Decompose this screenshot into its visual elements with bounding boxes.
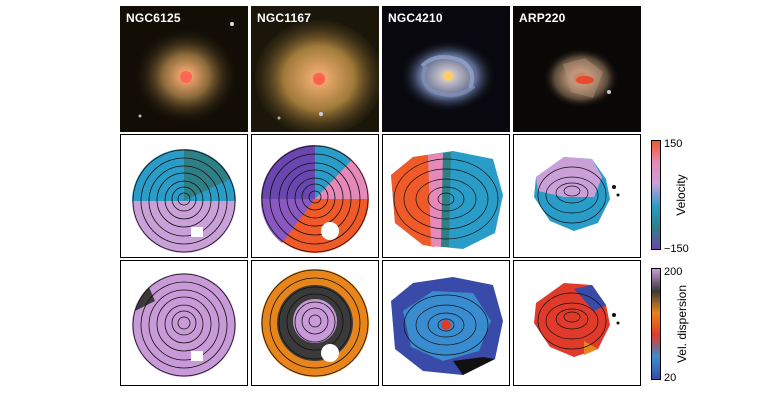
dispersion-map-arp220 <box>513 260 641 386</box>
velocity-map-ngc6125 <box>120 134 248 258</box>
photo-ngc1167: NGC1167 <box>251 6 379 132</box>
dispersion-colorbar <box>651 268 661 380</box>
galaxy-name: NGC6125 <box>126 11 181 25</box>
dispersion-map-ngc4210 <box>382 260 510 386</box>
velocity-max-label: 150 <box>664 138 683 150</box>
galaxy-image-arp220 <box>513 6 641 132</box>
dispersion-max-label: 200 <box>664 266 683 278</box>
galaxy-image-ngc4210 <box>382 6 510 132</box>
velocity-map-ngc4210 <box>382 134 510 258</box>
galaxy-name: NGC4210 <box>388 11 443 25</box>
dispersion-colorbar-title: Vel. dispersion <box>675 284 689 364</box>
photo-ngc6125: NGC6125 <box>120 6 248 132</box>
photo-ngc4210: NGC4210 <box>382 6 510 132</box>
dispersion-map-ngc6125 <box>120 260 248 386</box>
dispersion-min-label: 20 <box>664 372 677 384</box>
velocity-colorbar <box>651 140 661 250</box>
galaxy-image-ngc1167 <box>251 6 379 132</box>
velocity-map-ngc1167 <box>251 134 379 258</box>
velocity-colorbar-title: Velocity <box>674 174 688 216</box>
velocity-map-arp220 <box>513 134 641 258</box>
velocity-min-label: −150 <box>664 243 689 255</box>
dispersion-map-ngc1167 <box>251 260 379 386</box>
galaxy-name: ARP220 <box>519 11 566 25</box>
photo-arp220: ARP220 <box>513 6 641 132</box>
galaxy-image-ngc6125 <box>120 6 248 132</box>
galaxy-name: NGC1167 <box>257 11 312 25</box>
